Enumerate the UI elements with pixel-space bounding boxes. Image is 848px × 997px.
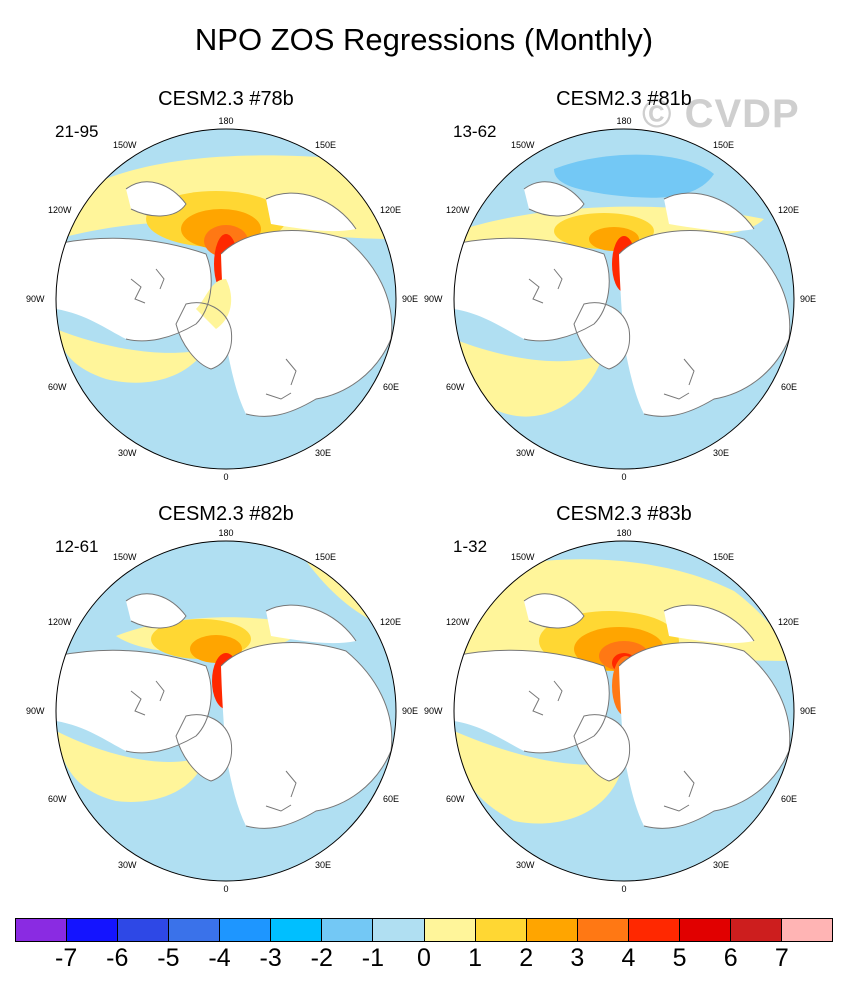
- svg-text:180: 180: [218, 528, 233, 538]
- svg-text:60W: 60W: [446, 794, 465, 804]
- colorbar-cell: [628, 919, 680, 941]
- lon-30w: 30W: [118, 448, 137, 458]
- lon-0: 0: [223, 472, 228, 482]
- lon-labels-2: 180 0 90W 90E 150W 150E 120W 120E 60W 60…: [424, 116, 816, 482]
- svg-text:120E: 120E: [380, 617, 401, 627]
- svg-text:90E: 90E: [402, 706, 418, 716]
- svg-text:120W: 120W: [446, 617, 470, 627]
- lon-90e: 90E: [402, 294, 418, 304]
- map-panel-4: [453, 540, 795, 882]
- colorbar-cell: [169, 919, 221, 941]
- svg-text:180: 180: [616, 116, 631, 126]
- svg-text:30W: 30W: [516, 448, 535, 458]
- svg-text:90W: 90W: [26, 706, 45, 716]
- lon-60w: 60W: [48, 382, 67, 392]
- lon-180: 180: [218, 116, 233, 126]
- colorbar-label: -5: [157, 944, 180, 972]
- figure-title: NPO ZOS Regressions (Monthly): [194, 22, 654, 57]
- svg-text:150E: 150E: [315, 552, 336, 562]
- colorbar-cell: [781, 919, 832, 941]
- svg-text:0: 0: [621, 884, 626, 894]
- colorbar-cell: [67, 919, 119, 941]
- svg-text:150E: 150E: [713, 140, 734, 150]
- svg-text:120E: 120E: [778, 205, 799, 215]
- svg-text:120W: 120W: [48, 617, 72, 627]
- svg-text:30W: 30W: [118, 860, 137, 870]
- svg-text:90E: 90E: [800, 706, 816, 716]
- colorbar-cell: [373, 919, 425, 941]
- colorbar-label: 0: [417, 944, 431, 972]
- colorbar-cell: [271, 919, 323, 941]
- colorbar-label: -3: [259, 944, 282, 972]
- svg-text:150W: 150W: [113, 552, 137, 562]
- colorbar: [15, 918, 833, 942]
- panel-title-2: CESM2.3 #81b: [556, 88, 692, 110]
- lon-120e: 120E: [380, 205, 401, 215]
- polar-maps: 180 0 90W 90E 150W 150E 120W 120E 60W 60…: [26, 116, 816, 894]
- lon-labels-1: 180 0 90W 90E 150W 150E 120W 120E 60W 60…: [26, 116, 418, 482]
- map-panel-2: [453, 128, 795, 470]
- colorbar-label: -6: [106, 944, 129, 972]
- lon-150e: 150E: [315, 140, 336, 150]
- lon-60e: 60E: [383, 382, 399, 392]
- svg-text:150W: 150W: [511, 140, 535, 150]
- svg-text:60W: 60W: [446, 382, 465, 392]
- svg-text:180: 180: [616, 528, 631, 538]
- panel-period-2: 13-62: [453, 122, 497, 141]
- panel-title-4: CESM2.3 #83b: [556, 503, 692, 525]
- svg-text:120E: 120E: [778, 617, 799, 627]
- lon-90w: 90W: [26, 294, 45, 304]
- svg-text:150E: 150E: [713, 552, 734, 562]
- colorbar-label: -2: [310, 944, 333, 972]
- panel-period-3: 12-61: [55, 537, 99, 556]
- svg-text:30W: 30W: [516, 860, 535, 870]
- svg-text:30E: 30E: [713, 448, 729, 458]
- cvdp-watermark: © CVDP: [642, 92, 800, 136]
- svg-text:60W: 60W: [48, 794, 67, 804]
- svg-text:60E: 60E: [383, 794, 399, 804]
- colorbar-cell: [475, 919, 527, 941]
- svg-text:0: 0: [223, 884, 228, 894]
- svg-text:90W: 90W: [424, 706, 443, 716]
- colorbar-label: 6: [723, 944, 738, 972]
- colorbar-label: 7: [774, 944, 789, 972]
- svg-text:150W: 150W: [511, 552, 535, 562]
- colorbar-cell: [118, 919, 170, 941]
- svg-text:120W: 120W: [446, 205, 470, 215]
- colorbar-cell: [322, 919, 374, 941]
- svg-text:30E: 30E: [713, 860, 729, 870]
- lon-labels-3: 180 0 90W 90E 150W 150E 120W 120E 60W 60…: [26, 528, 418, 894]
- svg-text:60E: 60E: [781, 382, 797, 392]
- colorbar-cell: [679, 919, 731, 941]
- svg-text:0: 0: [621, 472, 626, 482]
- lon-30e: 30E: [315, 448, 331, 458]
- svg-text:90E: 90E: [800, 294, 816, 304]
- svg-text:30E: 30E: [315, 860, 331, 870]
- panel-title-1: CESM2.3 #78b: [158, 88, 294, 110]
- colorbar-cell: [730, 919, 782, 941]
- panel-period-4: 1-32: [453, 537, 488, 556]
- colorbar-cell: [220, 919, 272, 941]
- panel-title-3: CESM2.3 #82b: [158, 503, 294, 525]
- colorbar-cell: [16, 919, 68, 941]
- map-panel-3: [55, 540, 397, 882]
- colorbar-label: 2: [519, 944, 534, 972]
- svg-text:60E: 60E: [781, 794, 797, 804]
- colorbar-label: 3: [570, 944, 585, 972]
- svg-text:90W: 90W: [424, 294, 443, 304]
- colorbar-label: -7: [55, 944, 78, 972]
- colorbar-label: 1: [468, 944, 483, 972]
- colorbar-label: -1: [361, 944, 384, 972]
- colorbar-cell: [577, 919, 629, 941]
- lon-120w: 120W: [48, 205, 72, 215]
- colorbar-label: 4: [621, 944, 636, 972]
- map-panel-1: [55, 128, 397, 470]
- colorbar-cell: [526, 919, 578, 941]
- lon-labels-4: 180 0 90W 90E 150W 150E 120W 120E 60W 60…: [424, 528, 816, 894]
- lon-150w: 150W: [113, 140, 137, 150]
- panel-period-1: 21-95: [55, 122, 99, 141]
- colorbar-label: 5: [672, 944, 687, 972]
- colorbar-cell: [424, 919, 476, 941]
- colorbar-label: -4: [208, 944, 231, 972]
